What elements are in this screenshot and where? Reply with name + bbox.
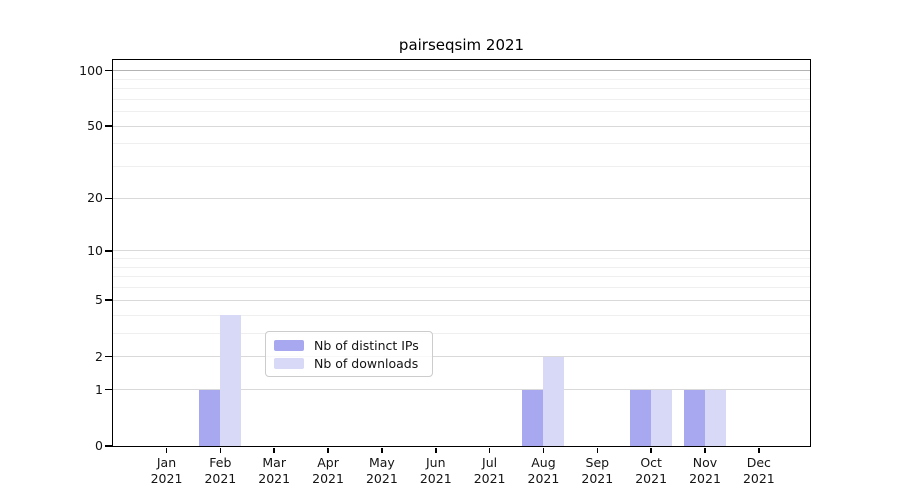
gridline-minor [113,332,810,334]
x-axis-tick-label: Sep 2021 [581,455,614,486]
gridline-major [113,389,810,391]
gridline-major [113,70,810,72]
y-axis-tick-label: 5 [95,292,103,308]
legend-entry-distinct-ips: Nb of distinct IPs [274,338,424,353]
x-axis-tick-label: Dec 2021 [742,455,775,486]
bar-distinct-ips [522,389,544,446]
y-axis-tick-label: 0 [95,438,103,453]
x-axis-tick-label: Mar 2021 [258,455,291,486]
y-axis-tick [105,125,112,127]
bar-distinct-ips [630,389,652,446]
chart-title: pairseqsim 2021 [398,36,525,54]
x-axis-tick-label: Nov 2021 [689,455,721,486]
x-axis-tick-label: Aug 2021 [527,455,560,486]
x-axis-tick [381,447,383,453]
y-axis-tick [105,355,112,358]
gridline-major [113,250,810,252]
gridline-major [113,299,810,301]
gridline-minor [113,88,810,89]
gridline-minor [113,166,810,168]
legend-label-distinct-ips: Nb of distinct IPs [314,337,419,353]
y-axis-tick-label: 100 [79,62,103,78]
gridline-minor [113,258,810,260]
x-axis-tick [273,447,275,453]
x-axis-tick-label: Jan 2021 [150,455,183,486]
bar-downloads [705,389,726,446]
bar-distinct-ips [199,389,221,446]
bar-downloads [220,315,242,446]
x-axis-tick [327,447,329,453]
y-axis-tick [105,250,112,252]
gridline-minor [113,276,810,278]
x-axis-tick [596,447,599,453]
x-axis-tick-label: Apr 2021 [312,455,344,486]
bar-downloads [651,389,673,446]
x-axis-tick [758,447,760,453]
y-axis-tick-label: 1 [95,381,103,397]
x-axis-tick [165,447,168,453]
x-axis-tick [650,447,652,453]
x-axis-tick [219,447,222,453]
bar-distinct-ips [684,389,705,446]
gridline-minor [113,287,810,289]
gridline-minor [113,143,810,145]
x-axis-tick-label: May 2021 [365,455,398,486]
y-axis-tick [105,299,112,302]
x-axis-tick [488,447,491,453]
gridline-major [113,356,810,358]
x-axis-tick [434,447,437,453]
x-axis-tick-label: Feb 2021 [204,455,237,486]
bar-downloads [543,356,565,446]
gridline-minor [113,314,810,316]
legend: Nb of distinct IPs Nb of downloads [265,331,433,377]
x-axis-tick-label: Jul 2021 [473,455,506,486]
x-axis-tick-label: Jun 2021 [419,455,452,486]
y-axis-tick [105,69,112,72]
plot-area: 0 1 2 5 10 20 50 100 Jan 2021 Feb 2021 Mar 2021 Apr 202… [79,59,811,486]
gridline-major [113,125,810,127]
y-axis-tick [105,197,112,200]
y-axis-tick-label: 2 [95,348,103,364]
x-axis-tick [704,447,706,453]
gridline-major [113,197,810,199]
y-axis-tick-label: 20 [87,190,103,206]
gridline-minor [113,78,810,80]
x-axis-tick-label: Oct 2021 [635,455,668,486]
y-axis-tick [105,445,112,447]
gridline-minor [113,111,810,113]
legend-label-downloads: Nb of downloads [314,355,419,371]
legend-swatch-distinct-ips [274,339,304,351]
legend-swatch-downloads [274,357,304,369]
gridline-minor [113,266,810,268]
y-axis-tick [105,388,112,391]
gridline-minor [113,98,810,100]
x-axis-tick [542,447,545,453]
y-axis-tick-label: 50 [87,118,103,134]
y-axis-tick-label: 10 [87,242,103,258]
legend-entry-downloads: Nb of downloads [274,356,424,371]
